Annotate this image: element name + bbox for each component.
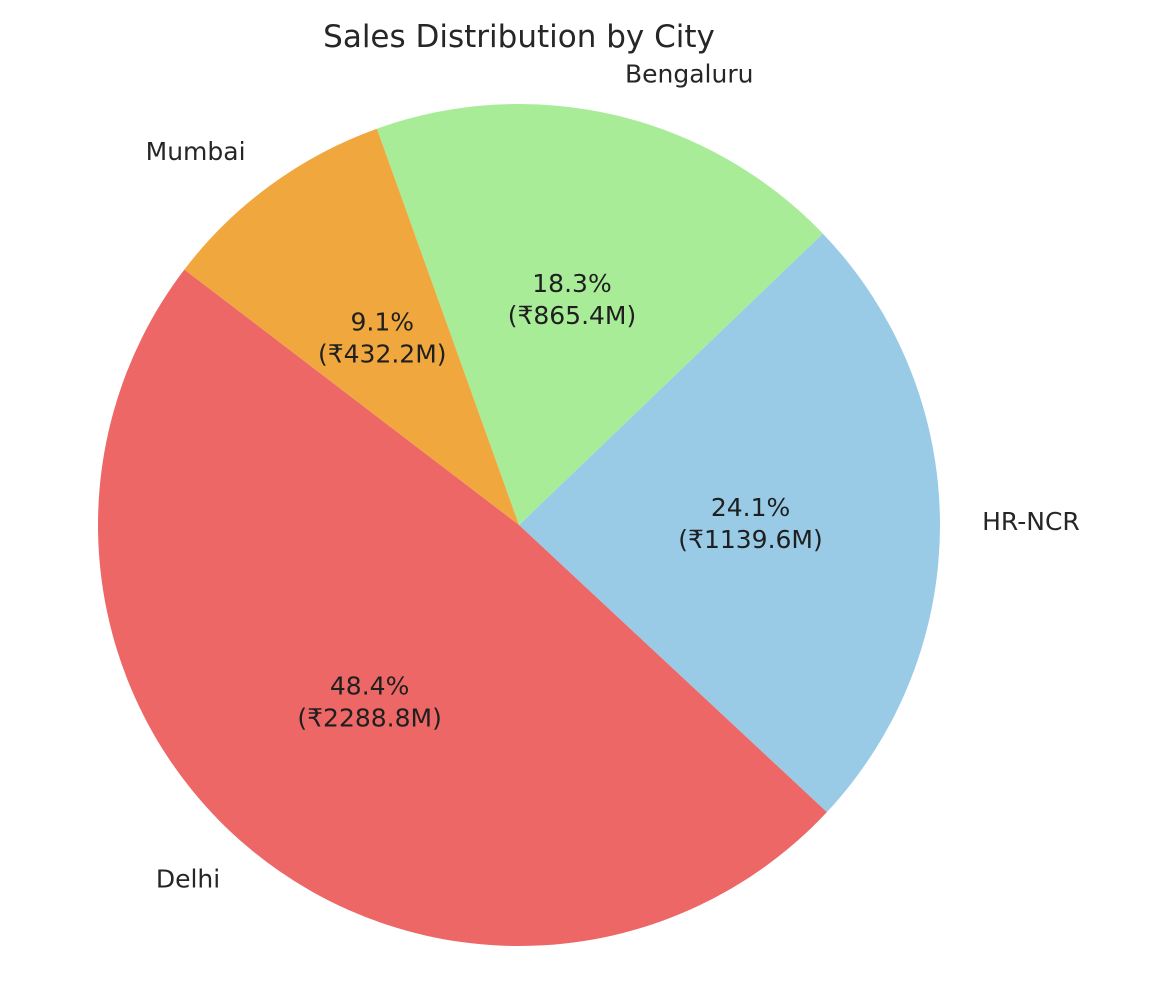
pie-slice-hr-ncr bbox=[519, 233, 940, 813]
pie-slice-bengaluru bbox=[376, 103, 823, 525]
slice-value-bengaluru: (₹865.4M) bbox=[508, 301, 637, 330]
pie-slice-mumbai bbox=[184, 128, 519, 525]
pie-labels: HR-NCR 24.1% (₹1139.6M) Bengaluru 18.3% (₹865… bbox=[146, 60, 1080, 894]
slice-percent-hr-ncr: 24.1% bbox=[711, 493, 790, 522]
pie-slices bbox=[97, 103, 940, 947]
slice-value-delhi: (₹2288.8M) bbox=[297, 703, 441, 732]
slice-percent-mumbai: 9.1% bbox=[351, 308, 415, 337]
pie-slice-delhi bbox=[97, 269, 827, 947]
chart-title: Sales Distribution by City bbox=[323, 19, 715, 55]
slice-label-hr-ncr: HR-NCR bbox=[982, 507, 1080, 536]
slice-percent-delhi: 48.4% bbox=[330, 671, 409, 700]
slice-percent-bengaluru: 18.3% bbox=[532, 269, 611, 298]
slice-label-mumbai: Mumbai bbox=[146, 137, 246, 166]
slice-label-bengaluru: Bengaluru bbox=[625, 60, 753, 89]
slice-value-hr-ncr: (₹1139.6M) bbox=[678, 525, 822, 554]
slice-value-mumbai: (₹432.2M) bbox=[318, 340, 447, 369]
slice-label-delhi: Delhi bbox=[156, 864, 220, 893]
